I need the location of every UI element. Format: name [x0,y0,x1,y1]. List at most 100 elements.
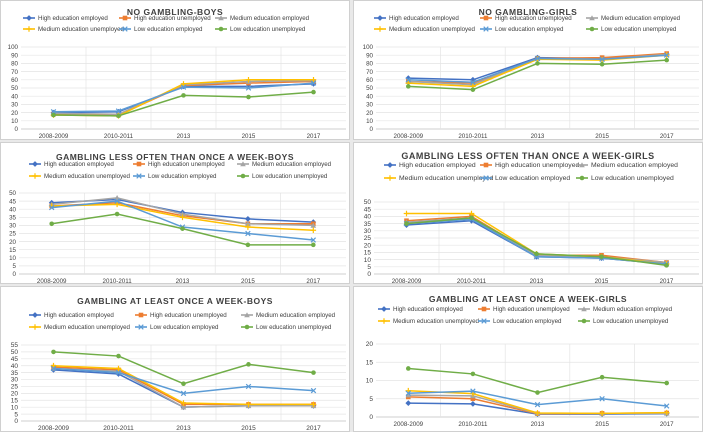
y-tick-label: 35 [9,215,16,222]
legend-item: High education employed [374,15,459,22]
data-point [534,401,541,408]
data-point [470,396,476,402]
legend-label: Medium education unemployed [389,26,476,33]
legend-marker-x [483,26,489,32]
chart-svg: High education employed High education un… [364,162,699,284]
legend-label: Low education employed [148,173,217,180]
legend-item: High education unemployed [119,15,211,22]
y-tick-label: 70 [366,69,373,76]
y-tick-label: 60 [11,77,18,84]
legend-label: Low education employed [150,324,219,331]
legend-item: High education employed [384,162,476,169]
legend-item: High education unemployed [478,306,570,313]
data-point [535,61,540,66]
x-tick-label: 2015 [241,425,256,432]
y-tick-label: 20 [366,110,373,117]
data-point [470,79,476,85]
y-tick-label: 25 [364,235,372,242]
legend-marker-cross [387,175,393,181]
legend-item: Medium education unemployed [374,26,476,33]
legend-marker-circle [589,26,595,32]
x-tick-label: 2010-2011 [103,425,134,432]
y-tick-label: 30 [366,102,373,109]
data-point [405,75,412,82]
series-low-education-employed [405,388,670,409]
legend-item: Medium education employed [241,312,336,319]
x-tick-label: 2008-2009 [38,425,69,432]
data-point [406,84,411,89]
data-point [180,400,187,406]
series-low-education-unemployed [406,366,669,395]
y-tick-label: 50 [11,85,18,92]
data-point [50,109,57,115]
legend-label: Low education employed [495,26,564,33]
y-tick-label: 30 [9,223,16,230]
data-point [310,387,317,394]
y-tick-label: 50 [9,190,16,197]
y-tick-label: 100 [363,44,374,51]
data-point [664,263,669,268]
y-tick-label: 0 [14,418,18,425]
data-point [310,80,317,86]
chart-title: GAMBLING LESS OFTEN THAN ONCE A WEEK-GIR… [401,151,655,161]
y-tick-label: 5 [367,264,371,271]
data-point [663,409,670,416]
legend-label: High education unemployed [495,15,572,22]
x-tick-label: 2017 [307,133,321,140]
data-point [181,381,186,386]
legend-label: High education employed [389,15,459,22]
legend-marker-diamond [381,306,387,312]
y-tick-label: 10 [9,255,16,262]
legend-marker-triangle [244,312,250,318]
data-point [599,254,604,260]
chart-panel-weekly-boys: GAMBLING AT LEAST ONCE A WEEK-BOYS High e… [0,286,350,432]
y-tick-label: 5 [14,411,18,418]
legend-item: High education unemployed [133,161,225,168]
data-point [180,84,187,90]
legend-item: High education employed [23,15,108,22]
data-point [311,370,316,375]
data-point [179,214,186,221]
x-tick-label: 2010-2011 [104,133,134,140]
data-point [310,227,317,234]
series-low-education-unemployed [51,349,316,386]
y-tick-label: 45 [9,198,16,205]
data-point [599,56,605,63]
legend: High education employed High education un… [23,15,310,33]
y-tick-label: 20 [9,239,16,246]
y-tick-label: 50 [364,199,372,206]
x-tick-label: 2015 [242,133,256,140]
chart-svg: High education employed High education un… [9,161,346,283]
data-point [311,89,316,95]
legend-marker-cross [32,324,38,330]
legend-label: High education unemployed [148,161,225,168]
legend-marker-cross [26,26,32,32]
y-tick-label: 30 [364,228,372,235]
legend-label: Medium education employed [252,161,332,168]
data-point [404,221,409,226]
y-tick-label: 10 [364,257,372,264]
legend-marker-square [138,312,144,318]
legend-item: High education unemployed [135,312,227,319]
legend-marker-x [122,26,128,32]
x-tick-label: 2013 [177,133,191,140]
x-tick-label: 2008-2009 [392,278,422,284]
data-point [181,93,186,98]
y-tick-label: 40 [11,93,18,100]
chart-title: GAMBLING AT LEAST ONCE A WEEK-GIRLS [428,294,628,304]
legend-item: High education employed [378,306,463,313]
y-tick-label: 45 [364,206,372,213]
legend-label: Medium education unemployed [38,26,125,33]
legend-item: Medium education employed [215,15,310,22]
data-point [245,383,252,390]
y-tick-label: 90 [11,52,18,59]
data-point [48,204,55,211]
legend-item: High education employed [29,312,114,319]
x-tick-label: 2017 [660,133,674,140]
data-point [535,390,540,395]
legend-label: Low education unemployed [252,173,328,180]
legend-item: Low education employed [119,26,203,33]
legend-label: Low education employed [495,175,570,182]
legend-item: Low education unemployed [215,26,306,33]
legend-marker-x [136,173,142,179]
